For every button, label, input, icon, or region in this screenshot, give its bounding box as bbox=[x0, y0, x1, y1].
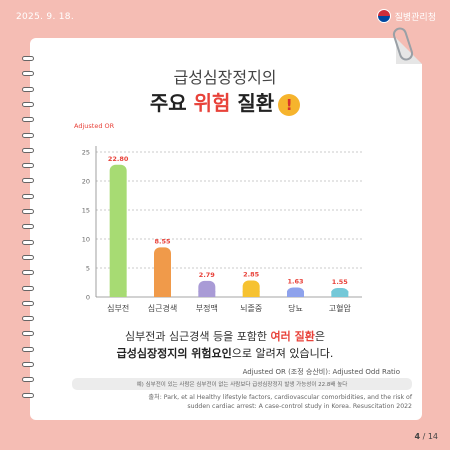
x-tick-label-6: 고혈압 bbox=[329, 303, 352, 313]
bar-base-3 bbox=[198, 291, 216, 297]
title-line2: 주요 위험 질환! bbox=[0, 87, 450, 116]
ring-hole bbox=[22, 346, 34, 352]
x-tick-label-2: 심근경색 bbox=[148, 303, 177, 313]
ring-hole bbox=[22, 209, 34, 214]
page-number: 4 / 14 bbox=[414, 432, 438, 441]
y-tick-label: 10 bbox=[82, 236, 90, 244]
page-fold-corner bbox=[396, 38, 422, 64]
ring-hole bbox=[22, 270, 34, 276]
date-text: 2025. 9. 18. bbox=[16, 12, 74, 22]
ring-hole bbox=[22, 377, 34, 383]
ring-hole bbox=[22, 56, 34, 61]
bar-base-4 bbox=[242, 291, 260, 297]
ring-hole bbox=[22, 392, 34, 398]
x-tick-label-4: 뇌졸중 bbox=[240, 304, 262, 313]
ring-hole bbox=[22, 224, 34, 230]
ring-hole bbox=[22, 331, 34, 337]
bar-base-5 bbox=[287, 291, 304, 297]
y-tick-label: 25 bbox=[82, 149, 90, 157]
bar-base-1 bbox=[109, 291, 127, 297]
ring-hole bbox=[22, 316, 34, 322]
data-label-1: 22.80 bbox=[108, 155, 129, 163]
source-citation: 출처: Park, et al Healthy lifestyle factor… bbox=[148, 394, 412, 410]
bar-base-2 bbox=[154, 291, 171, 297]
ring-hole bbox=[22, 117, 34, 123]
taegeuk-emblem-icon bbox=[376, 9, 391, 23]
data-label-2: 8.55 bbox=[154, 237, 171, 245]
caption-line1: 심부전과 심근경색 등을 포함한 여러 질환은 bbox=[125, 330, 325, 343]
ring-hole bbox=[22, 239, 34, 245]
ring-hole bbox=[22, 285, 34, 291]
ring-hole bbox=[22, 101, 34, 107]
ring-hole bbox=[22, 362, 34, 367]
ring-hole bbox=[22, 178, 34, 184]
data-label-3: 2.79 bbox=[199, 271, 216, 279]
notebook-rings bbox=[22, 56, 34, 406]
ring-hole bbox=[22, 147, 34, 153]
x-tick-label-3: 부정맥 bbox=[196, 303, 218, 313]
ring-hole bbox=[22, 193, 34, 199]
y-tick-label: 0 bbox=[86, 294, 90, 302]
bar-1 bbox=[109, 164, 127, 297]
exclamation-icon: ! bbox=[278, 93, 301, 116]
content-card bbox=[30, 38, 422, 420]
ring-hole bbox=[22, 132, 34, 138]
ring-hole bbox=[22, 254, 34, 260]
x-tick-label-1: 심부전 bbox=[107, 303, 129, 313]
title-line1: 급성심장정지의 bbox=[173, 68, 277, 87]
agency-logo: 질병관리청 bbox=[376, 9, 436, 23]
agency-name: 질병관리청 bbox=[394, 12, 436, 23]
y-tick-label: 5 bbox=[86, 265, 90, 273]
bar-base-6 bbox=[331, 291, 349, 297]
data-label-5: 1.63 bbox=[287, 278, 303, 286]
data-label-4: 2.85 bbox=[243, 270, 260, 278]
y-tick-label: 20 bbox=[82, 178, 90, 186]
ring-hole bbox=[22, 163, 34, 169]
y-tick-label: 15 bbox=[82, 207, 90, 215]
x-tick-label-5: 당뇨 bbox=[288, 303, 303, 313]
caption-line2: 급성심장정지의 위험요인으로 알려져 있습니다. bbox=[116, 347, 334, 360]
ring-hole bbox=[22, 71, 34, 77]
aor-definition: Adjusted OR (조정 승산비): Adjusted Odd Ratio bbox=[242, 368, 400, 376]
data-label-6: 1.55 bbox=[332, 278, 349, 286]
bar-2 bbox=[154, 247, 171, 297]
ring-hole bbox=[22, 86, 34, 92]
y-axis-label: Adjusted OR bbox=[74, 122, 115, 130]
ring-hole bbox=[22, 300, 34, 306]
example-note: 예) 심부전이 있는 사람은 심부전이 없는 사람보다 급성심장정지 발생 가능… bbox=[72, 378, 412, 390]
